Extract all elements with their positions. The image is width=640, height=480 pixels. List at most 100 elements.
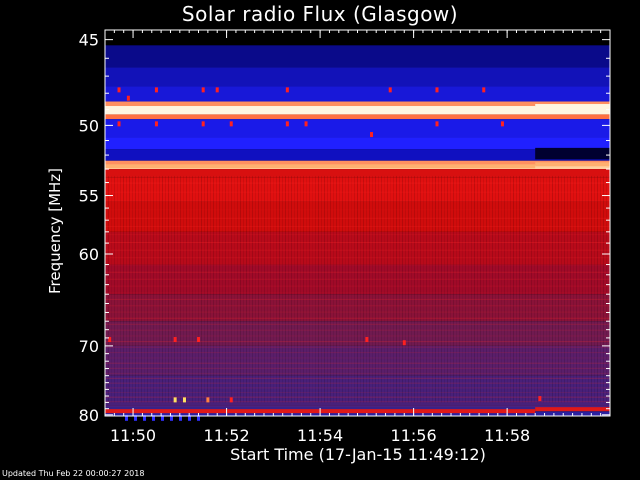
texture-stripe (225, 175, 226, 403)
texture-stripe (414, 175, 415, 403)
bright-line (105, 164, 536, 169)
texture-stripe (270, 175, 271, 403)
texture-stripe (315, 175, 316, 403)
y-tick-label: 50 (79, 116, 99, 135)
texture-stripe (156, 175, 157, 403)
texture-stripe (351, 175, 352, 403)
burst-mark (402, 340, 406, 346)
texture-stripe (165, 175, 166, 403)
chart-title: Solar radio Flux (Glasgow) (181, 2, 459, 26)
texture-stripe (354, 175, 355, 403)
texture-stripe (111, 175, 112, 403)
texture-stripe (294, 175, 295, 403)
texture-line (105, 396, 610, 398)
burst-mark (197, 337, 201, 343)
texture-stripe (138, 175, 139, 403)
texture-line (105, 317, 610, 319)
axis-layer: 45 50 55 60 70 80 11:50 11:52 11:54 11:56 11:58 (79, 30, 610, 445)
texture-stripe (513, 175, 514, 403)
heatmap-band (105, 86, 610, 102)
texture-line (105, 257, 610, 259)
texture-stripe (432, 175, 433, 403)
texture-stripe (186, 175, 187, 403)
texture-stripe (126, 175, 127, 403)
texture-line (105, 226, 610, 228)
texture-stripe (483, 175, 484, 403)
texture-stripe (543, 175, 544, 403)
texture-stripe (438, 175, 439, 403)
texture-stripe (303, 175, 304, 403)
heatmap-band (105, 231, 610, 265)
texture-stripe (402, 175, 403, 403)
texture-stripe (324, 175, 325, 403)
texture-stripe (495, 175, 496, 403)
texture-stripe (309, 175, 310, 403)
texture-line (105, 285, 610, 287)
texture-stripe (396, 175, 397, 403)
texture-line (105, 401, 610, 403)
texture-stripe (567, 175, 568, 403)
texture-stripe (216, 175, 217, 403)
texture-stripe (273, 175, 274, 403)
texture-stripe (222, 175, 223, 403)
texture-stripe (411, 175, 412, 403)
texture-line (105, 405, 610, 407)
texture-stripe (243, 175, 244, 403)
texture-stripe (204, 175, 205, 403)
texture-stripe (594, 175, 595, 403)
texture-stripe (591, 175, 592, 403)
texture-stripe (390, 175, 391, 403)
texture-stripe (321, 175, 322, 403)
texture-stripe (264, 175, 265, 403)
burst-mark (229, 121, 233, 127)
texture-stripe (363, 175, 364, 403)
texture-stripe (369, 175, 370, 403)
burst-mark (173, 337, 177, 343)
updated-footer: Updated Thu Feb 22 00:00:27 2018 (2, 469, 145, 478)
blue-speckle (152, 414, 155, 421)
texture-stripe (153, 175, 154, 403)
texture-stripe (600, 175, 601, 403)
texture-stripe (492, 175, 493, 403)
y-tick-label: 80 (79, 406, 99, 425)
texture-stripe (237, 175, 238, 403)
burst-mark (117, 87, 121, 93)
texture-line (105, 341, 610, 343)
texture-line (105, 323, 610, 325)
texture-stripe (255, 175, 256, 403)
texture-stripe (246, 175, 247, 403)
texture-stripe (333, 175, 334, 403)
texture-stripe (378, 175, 379, 403)
texture-stripe (525, 175, 526, 403)
texture-stripe (249, 175, 250, 403)
burst-mark (182, 397, 186, 403)
texture-stripe (462, 175, 463, 403)
texture-stripe (417, 175, 418, 403)
texture-stripe (453, 175, 454, 403)
burst-mark (154, 121, 158, 127)
texture-line (105, 234, 610, 236)
burst-mark (229, 397, 233, 403)
texture-line (105, 271, 610, 273)
texture-line (105, 264, 610, 266)
texture-stripe (306, 175, 307, 403)
texture-stripe (261, 175, 262, 403)
burst-mark (365, 337, 369, 343)
texture-stripe (465, 175, 466, 403)
texture-stripe (408, 175, 409, 403)
texture-stripe (534, 175, 535, 403)
heatmap-band (105, 345, 610, 376)
texture-line (105, 182, 610, 184)
texture-stripe (339, 175, 340, 403)
blue-speckle (161, 414, 164, 421)
blue-speckle (197, 414, 200, 421)
texture-stripe (132, 175, 133, 403)
texture-line (105, 382, 610, 384)
texture-stripe (117, 175, 118, 403)
texture-line (105, 387, 610, 389)
texture-stripe (279, 175, 280, 403)
x-tick-label: 11:56 (391, 426, 437, 445)
burst-mark (370, 132, 374, 138)
texture-stripe (318, 175, 319, 403)
